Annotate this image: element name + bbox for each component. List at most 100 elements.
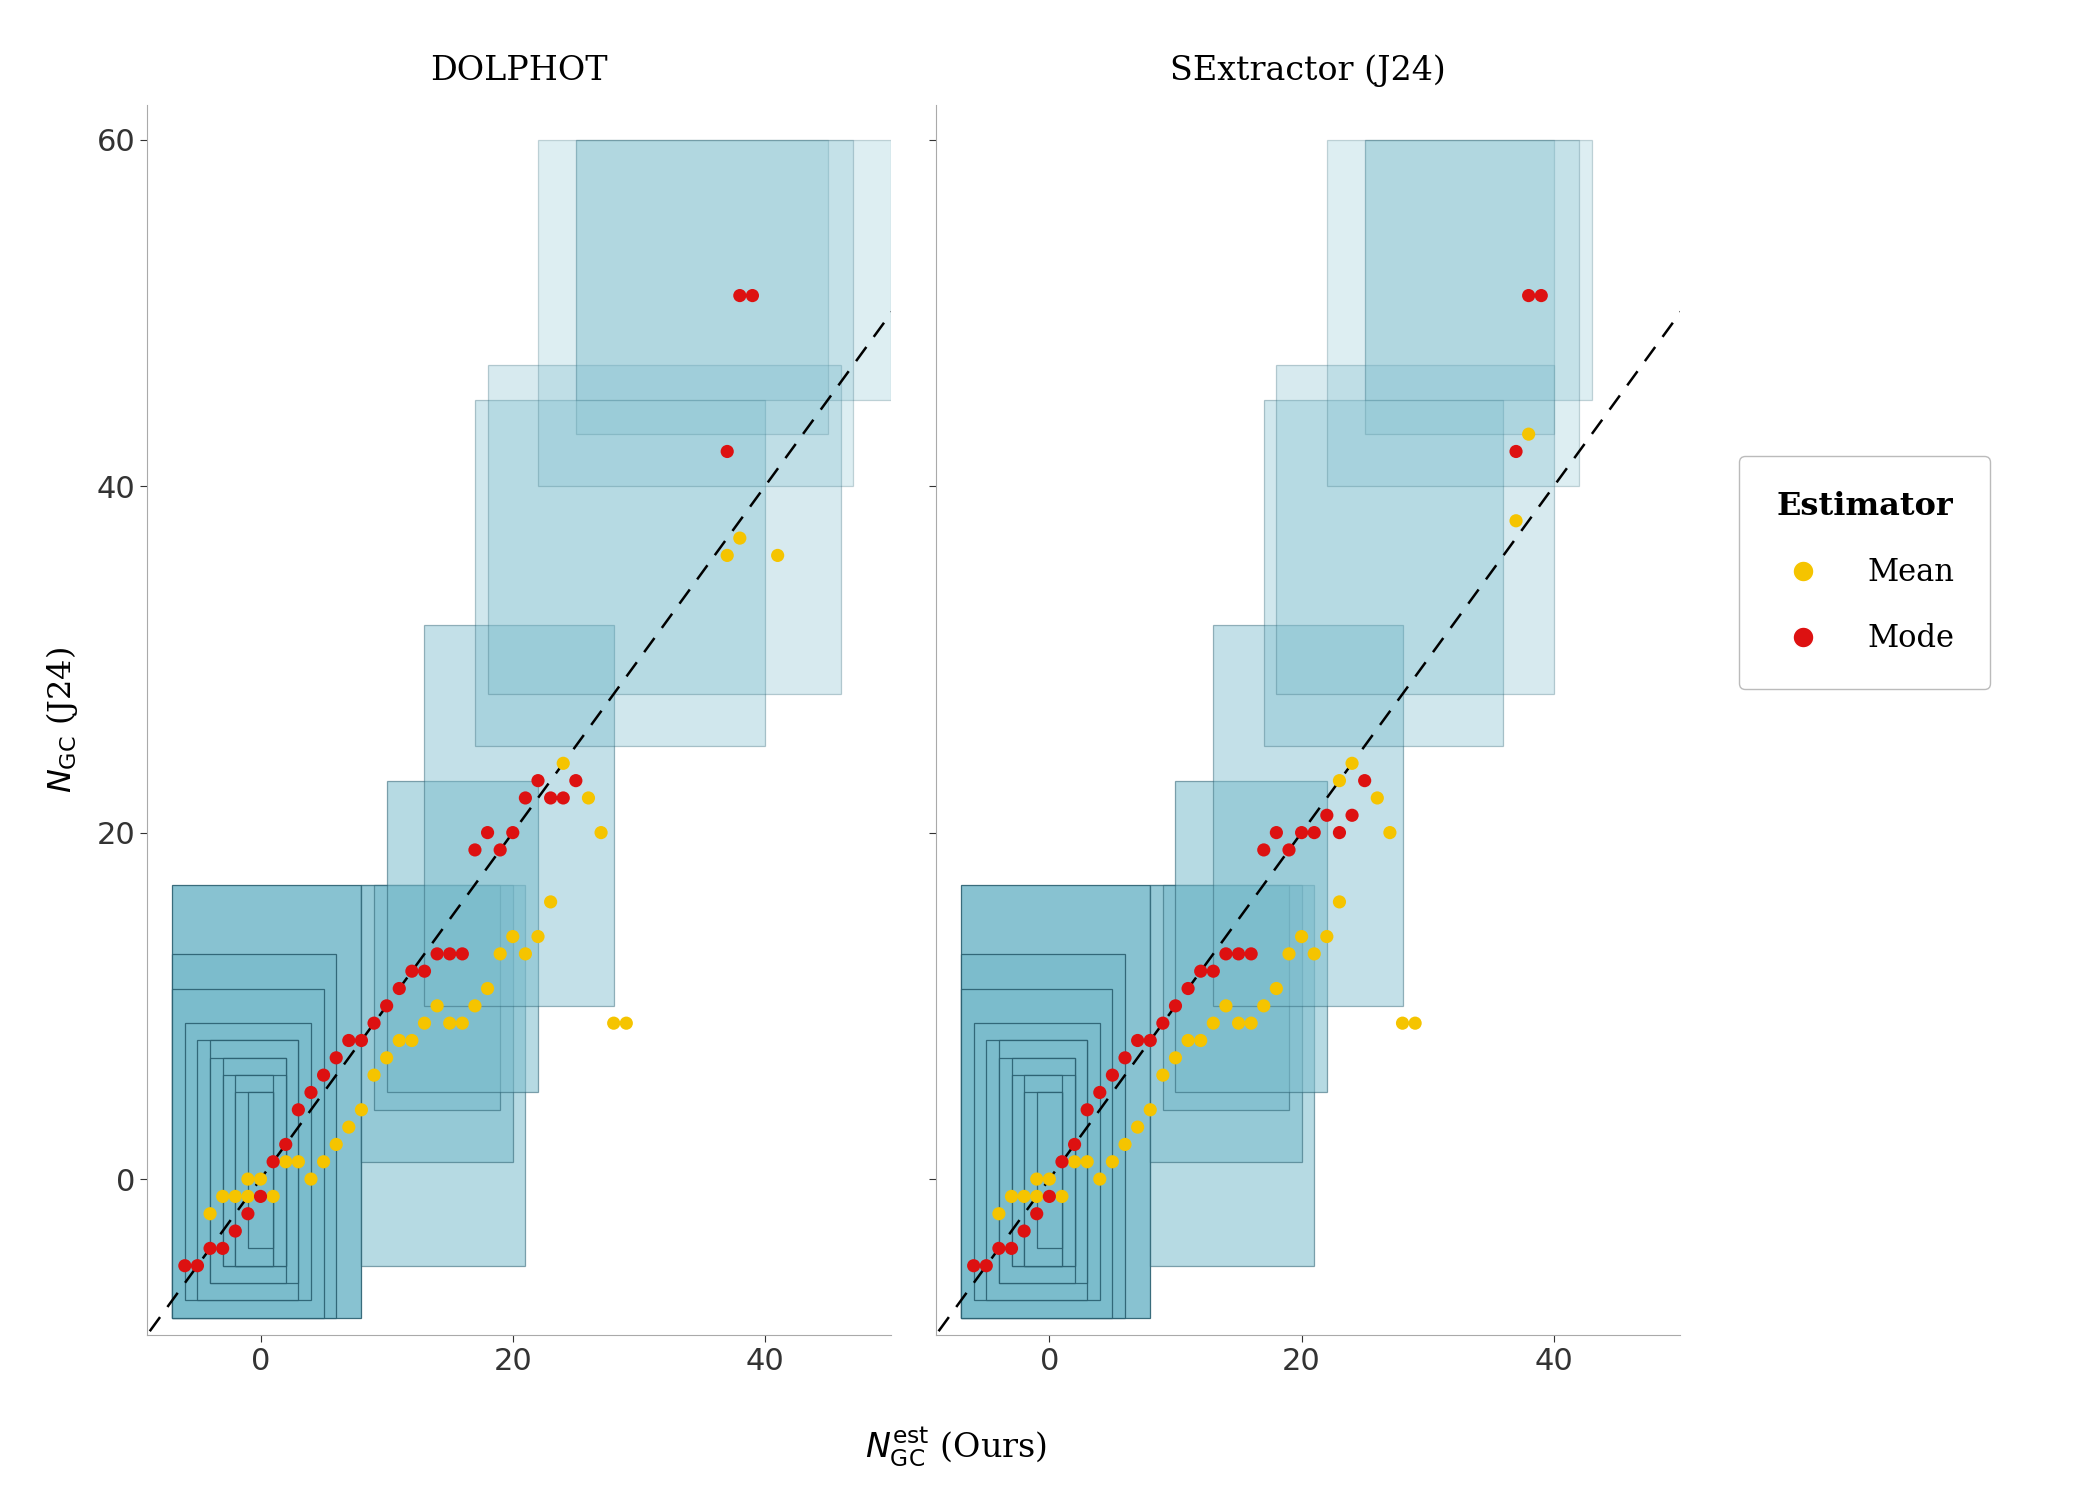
Point: [433, 1011, 466, 1035]
Point: [760, 543, 794, 567]
Point: [420, 994, 454, 1018]
Point: [1096, 1064, 1130, 1088]
Point: [1298, 942, 1331, 966]
Point: [496, 924, 529, 948]
Point: [1071, 1150, 1105, 1174]
Point: [521, 924, 554, 948]
Point: [193, 1202, 227, 1225]
Point: [1499, 440, 1533, 464]
Point: [281, 1098, 315, 1122]
Point: [244, 1167, 277, 1191]
Point: [357, 1064, 391, 1088]
Point: [231, 1167, 265, 1191]
Point: [1033, 1185, 1067, 1209]
Point: [584, 821, 617, 844]
Point: [458, 839, 491, 862]
Point: [218, 1220, 252, 1244]
Point: [231, 1202, 265, 1225]
Point: [1084, 1167, 1117, 1191]
Bar: [1000, 1041, 1088, 1282]
Point: [470, 976, 504, 1000]
Bar: [1000, 1058, 1075, 1282]
Point: [307, 1150, 340, 1174]
Point: [370, 994, 403, 1018]
Point: [1285, 924, 1319, 948]
Point: [420, 942, 454, 966]
Point: [1260, 821, 1294, 844]
Point: [1172, 1029, 1205, 1053]
Bar: [487, 364, 840, 694]
Point: [1361, 786, 1394, 810]
Point: [1172, 976, 1205, 1000]
Bar: [962, 954, 1126, 1317]
Point: [1197, 1011, 1231, 1035]
Point: [722, 526, 756, 550]
Bar: [1365, 140, 1554, 433]
Point: [1247, 839, 1281, 862]
Bar: [1151, 885, 1315, 1266]
Bar: [1163, 885, 1289, 1110]
Point: [357, 1011, 391, 1035]
Point: [269, 1150, 302, 1174]
Point: [1512, 422, 1546, 446]
Point: [1109, 1046, 1142, 1070]
Point: [332, 1029, 365, 1053]
Bar: [987, 1041, 1088, 1300]
Bar: [1365, 140, 1592, 399]
Point: [395, 1029, 428, 1053]
Bar: [248, 1092, 273, 1248]
Point: [609, 1011, 643, 1035]
Bar: [361, 885, 512, 1162]
Point: [1222, 1011, 1256, 1035]
Point: [1298, 821, 1331, 844]
Point: [1310, 924, 1344, 948]
Point: [319, 1046, 353, 1070]
Point: [1323, 768, 1357, 792]
Point: [1260, 976, 1294, 1000]
Point: [1197, 958, 1231, 982]
Point: [496, 821, 529, 844]
Point: [710, 543, 743, 567]
Bar: [1025, 1092, 1063, 1266]
Bar: [1327, 140, 1579, 486]
Bar: [424, 624, 613, 1007]
Point: [1159, 994, 1193, 1018]
Point: [1323, 890, 1357, 914]
Point: [1222, 942, 1256, 966]
Bar: [223, 1076, 286, 1266]
Point: [294, 1167, 328, 1191]
Point: [1323, 821, 1357, 844]
Bar: [1264, 399, 1504, 746]
Point: [281, 1150, 315, 1174]
Point: [344, 1029, 378, 1053]
Point: [1235, 942, 1268, 966]
Point: [1008, 1185, 1042, 1209]
Point: [483, 942, 517, 966]
Bar: [1037, 1092, 1063, 1248]
Point: [1247, 994, 1281, 1018]
Point: [407, 958, 441, 982]
Point: [206, 1185, 239, 1209]
Point: [1058, 1132, 1092, 1156]
Bar: [1012, 1058, 1075, 1266]
Point: [546, 786, 580, 810]
Point: [181, 1254, 214, 1278]
Point: [445, 1011, 479, 1035]
Point: [344, 1098, 378, 1122]
Bar: [185, 1023, 311, 1300]
Point: [231, 1185, 265, 1209]
Point: [445, 942, 479, 966]
Point: [1184, 1029, 1218, 1053]
Point: [1033, 1167, 1067, 1191]
Point: [1096, 1150, 1130, 1174]
Y-axis label: $N_{\mathrm{GC}}$ (J24): $N_{\mathrm{GC}}$ (J24): [44, 646, 80, 794]
Point: [722, 284, 756, 308]
Point: [559, 768, 592, 792]
Bar: [210, 1058, 286, 1282]
Point: [1336, 752, 1369, 776]
Bar: [1214, 624, 1403, 1007]
Bar: [538, 140, 853, 486]
Point: [508, 786, 542, 810]
Point: [256, 1185, 290, 1209]
Point: [1348, 768, 1382, 792]
